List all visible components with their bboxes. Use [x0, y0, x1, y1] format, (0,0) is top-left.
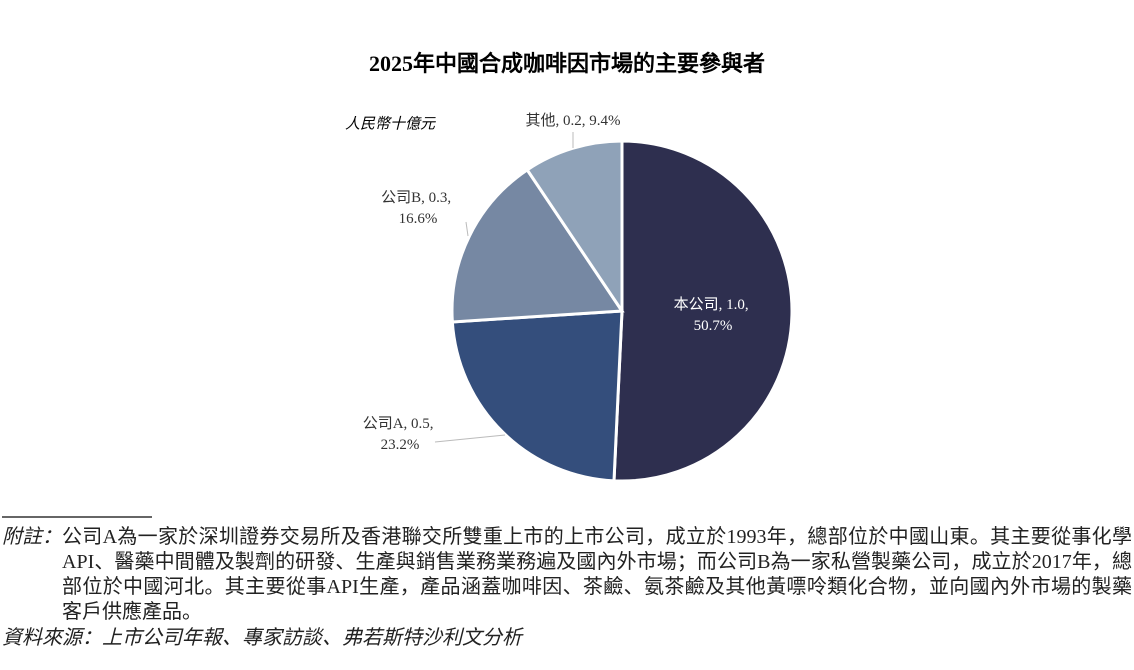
leader-line — [465, 221, 469, 237]
unit-label: 人民幣十億元 — [345, 115, 436, 132]
separator: , — [421, 190, 429, 206]
note-label: 附註： — [2, 526, 62, 548]
category-label: 其他 — [525, 112, 555, 129]
separator: , — [447, 190, 455, 206]
amount-label: 0.5 — [411, 416, 430, 432]
amount-label: 0.3 — [429, 190, 448, 206]
pie — [450, 139, 794, 483]
value-label: 16.6% — [399, 211, 438, 227]
separator: , — [430, 416, 438, 432]
separator: , — [556, 113, 564, 129]
category-label: 本公司 — [674, 296, 719, 313]
source: 資料來源：上市公司年報、專家訪談、弗若斯特沙利文分析 — [2, 627, 522, 649]
category-label: 公司A — [363, 416, 404, 432]
separator: , — [582, 113, 590, 129]
notes: 附註： 公司A為一家於深圳證券交易所及香港聯交所雙重上市的上市公司，成立於199… — [2, 525, 1132, 651]
separator: , — [719, 297, 727, 313]
note-row: 附註： 公司A為一家於深圳證券交易所及香港聯交所雙重上市的上市公司，成立於199… — [2, 525, 1132, 625]
pie-slice — [612, 139, 794, 483]
data-label: 公司B, 0.3, 16.6% — [381, 190, 455, 227]
value-label: 50.7% — [694, 318, 733, 334]
category-label: 公司B — [381, 190, 421, 206]
separator: , — [404, 416, 412, 432]
pie-slice — [450, 167, 625, 324]
note-text: 公司A為一家於深圳證券交易所及香港聯交所雙重上市的上市公司，成立於1993年，總… — [62, 526, 1132, 623]
value-label: 23.2% — [381, 437, 420, 453]
leader-line — [434, 434, 506, 443]
chart-title: 2025年中國合成咖啡因市場的主要參與者 — [369, 51, 765, 76]
value-label: 9.4% — [589, 113, 620, 129]
data-label: 其他, 0.2, 9.4% — [525, 112, 620, 129]
amount-label: 1.0 — [726, 297, 745, 313]
data-label: 公司A, 0.5, 23.2% — [363, 416, 438, 453]
separator: , — [745, 297, 753, 313]
pie-slice — [450, 309, 624, 483]
chart: 2025年中國合成咖啡因市場的主要參與者 人民幣十億元 本公司, 1.0, 50… — [2, 51, 794, 518]
amount-label: 0.2 — [563, 113, 582, 129]
pie-slice — [525, 139, 624, 316]
data-label: 本公司, 1.0, 50.7% — [674, 296, 753, 334]
